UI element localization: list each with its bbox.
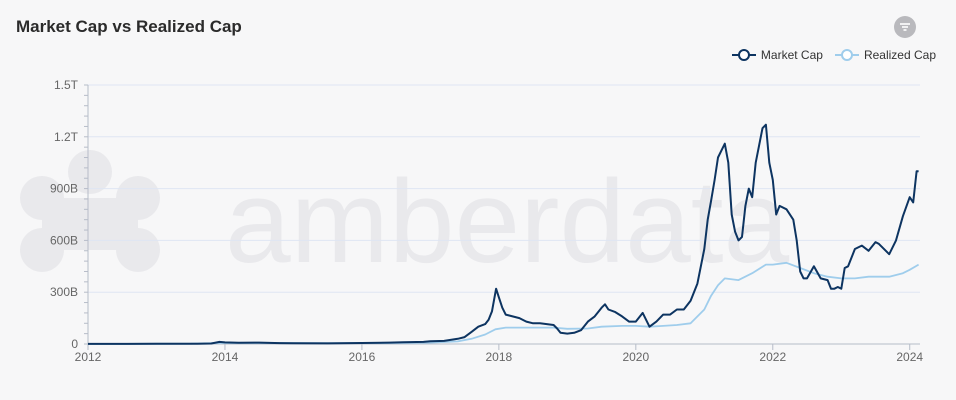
legend-label-realized-cap: Realized Cap <box>863 48 936 62</box>
y-axis: 0 300B 600B 900B 1.2T 1.5T <box>50 78 89 351</box>
x-tick-label: 2012 <box>75 350 102 364</box>
legend-item-market-cap[interactable]: Market Cap <box>731 48 823 62</box>
series-lines <box>87 123 920 345</box>
y-tick-label: 300B <box>50 285 78 299</box>
legend-marker-realized-cap <box>834 49 859 61</box>
y-tick-label: 600B <box>50 233 78 247</box>
x-tick-label: 2020 <box>622 350 649 364</box>
filter-button[interactable] <box>894 16 916 38</box>
legend-item-realized-cap[interactable]: Realized Cap <box>834 48 936 62</box>
legend-label-market-cap: Market Cap <box>760 48 823 62</box>
x-tick-label: 2024 <box>896 350 923 364</box>
watermark-text: amberdata <box>225 156 790 288</box>
y-tick-label: 0 <box>71 337 78 351</box>
y-tick-label: 900B <box>50 182 78 196</box>
watermark-logo-icon <box>20 150 160 272</box>
legend: Market Cap Realized Cap <box>731 48 936 62</box>
legend-marker-market-cap <box>731 49 756 61</box>
watermark: amberdata <box>20 150 790 288</box>
x-tick-label: 2016 <box>349 350 376 364</box>
grid <box>88 84 920 293</box>
x-tick-label: 2014 <box>212 350 239 364</box>
filter-icon <box>900 23 910 31</box>
x-tick-label: 2022 <box>759 350 786 364</box>
y-tick-label: 1.5T <box>54 78 79 92</box>
x-tick-label: 2018 <box>486 350 513 364</box>
chart-title: Market Cap vs Realized Cap <box>16 17 242 36</box>
y-tick-label: 1.2T <box>54 130 79 144</box>
series-line-market-cap[interactable] <box>88 123 919 345</box>
x-axis: 2012 2014 2016 2018 2020 2022 2024 <box>75 343 923 364</box>
